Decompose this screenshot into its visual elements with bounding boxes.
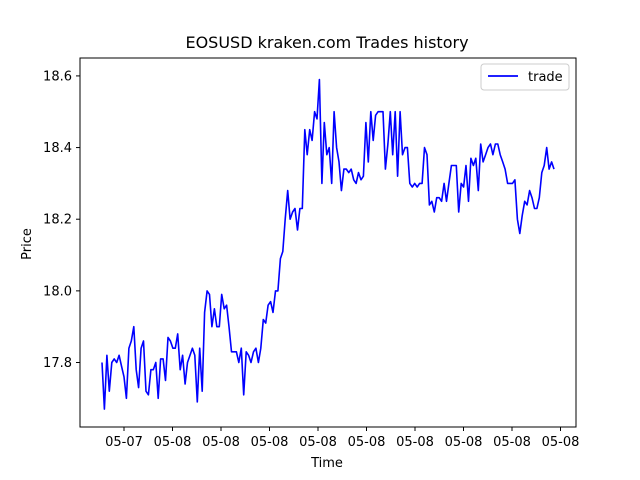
legend: trade [480,63,570,91]
x-tick-label: 05-08 [396,435,434,450]
legend-box [480,63,570,91]
legend-label-trade: trade [528,70,563,85]
x-tick-label: 05-08 [251,435,289,450]
x-tick-label: 05-08 [493,435,531,450]
chart-title: EOSUSD kraken.com Trades history [185,33,468,52]
x-tick-label: 05-07 [105,435,143,450]
x-tick-label: 05-08 [542,435,580,450]
y-tick-label: 17.8 [43,356,72,371]
y-tick-label: 18.6 [43,69,72,84]
y-tick-label: 18.2 [43,213,72,228]
x-tick-label: 05-08 [202,435,240,450]
y-axis-label: Price [20,228,35,260]
x-tick-label: 05-08 [299,435,337,450]
axes: 17.8 18.0 18.2 18.4 18.6 05-07 05-08 05-08 05-08… [43,57,580,450]
plot-frame [79,57,577,428]
x-tick-label: 05-08 [154,435,192,450]
plot-area [101,78,555,410]
x-tick-label: 05-08 [445,435,483,450]
series-line-trade [101,78,555,410]
x-axis-label: Time [310,456,343,471]
y-tick-label: 18.4 [43,141,72,156]
y-tick-label: 18.0 [43,284,72,299]
x-tick-label: 05-08 [348,435,386,450]
